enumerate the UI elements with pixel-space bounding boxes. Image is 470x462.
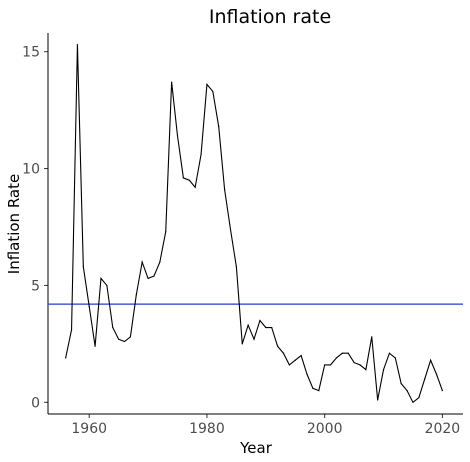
data-point: [206, 83, 208, 86]
data-point: [282, 352, 285, 354]
data-point: [212, 90, 214, 93]
data-point: [406, 390, 408, 392]
data-point: [112, 326, 114, 329]
data-point: [335, 357, 338, 359]
data-point: [94, 345, 96, 347]
x-tick-label: 1960: [71, 421, 107, 437]
data-point: [182, 177, 184, 179]
x-axis-ticks: 1960 1980 2000 2020: [71, 414, 460, 437]
data-point: [129, 336, 132, 338]
data-point: [176, 135, 179, 137]
data-point: [306, 373, 308, 375]
y-axis-title: Inflation Rate: [5, 174, 23, 274]
data-point: [141, 261, 143, 263]
data-point: [88, 305, 90, 308]
data-point: [294, 359, 296, 361]
data-point: [312, 387, 314, 389]
data-point: [365, 368, 367, 371]
data-point: [394, 357, 396, 359]
data-point: [171, 81, 173, 83]
x-tick-label: 2020: [425, 421, 461, 437]
data-point: [430, 359, 432, 361]
data-point: [218, 125, 220, 128]
data-point: [70, 329, 73, 331]
y-tick-label: 0: [31, 395, 40, 411]
data-point: [123, 340, 126, 343]
data-points: [65, 44, 443, 403]
data-point: [435, 373, 438, 375]
data-point: [353, 361, 355, 364]
data-point: [324, 364, 326, 366]
data-point: [82, 266, 84, 268]
data-point: [329, 364, 332, 366]
data-point: [135, 294, 137, 296]
y-tick-label: 15: [22, 45, 40, 61]
data-point: [271, 326, 273, 329]
data-point: [65, 357, 67, 359]
y-tick-label: 10: [22, 162, 40, 178]
data-point: [288, 364, 290, 366]
data-point: [118, 338, 120, 340]
data-point: [200, 153, 202, 156]
data-point: [223, 189, 226, 191]
data-point: [388, 352, 391, 354]
data-point: [400, 383, 402, 385]
data-point: [371, 336, 373, 338]
data-point: [377, 399, 379, 401]
data-point: [165, 231, 167, 233]
data-point: [147, 277, 149, 280]
data-point: [229, 228, 232, 230]
data-point: [259, 319, 261, 322]
data-point: [341, 352, 343, 354]
data-point: [241, 343, 243, 345]
series-line: [65, 44, 443, 404]
data-point: [100, 277, 102, 280]
data-point: [418, 397, 420, 399]
data-point: [412, 401, 414, 403]
y-tick-label: 5: [31, 278, 40, 294]
data-point: [318, 390, 320, 392]
x-tick-label: 2000: [307, 421, 343, 437]
data-point: [76, 44, 79, 46]
data-point: [265, 326, 267, 329]
data-point: [424, 378, 426, 380]
y-axis-ticks: 0 5 10 15: [22, 45, 48, 411]
x-tick-label: 1980: [189, 421, 225, 437]
chart-title: Inflation rate: [209, 6, 331, 28]
data-point: [253, 338, 255, 340]
data-point: [194, 186, 196, 188]
data-point: [300, 354, 302, 357]
data-point: [359, 364, 361, 366]
data-point: [382, 368, 385, 371]
data-point: [347, 352, 349, 354]
data-point: [235, 266, 237, 268]
data-point: [276, 345, 279, 347]
data-point: [247, 324, 249, 326]
data-point: [188, 179, 190, 181]
data-point: [441, 390, 443, 392]
data-point: [106, 284, 108, 287]
data-point: [153, 275, 155, 277]
x-axis-title: Year: [239, 439, 273, 457]
data-point: [159, 261, 161, 263]
